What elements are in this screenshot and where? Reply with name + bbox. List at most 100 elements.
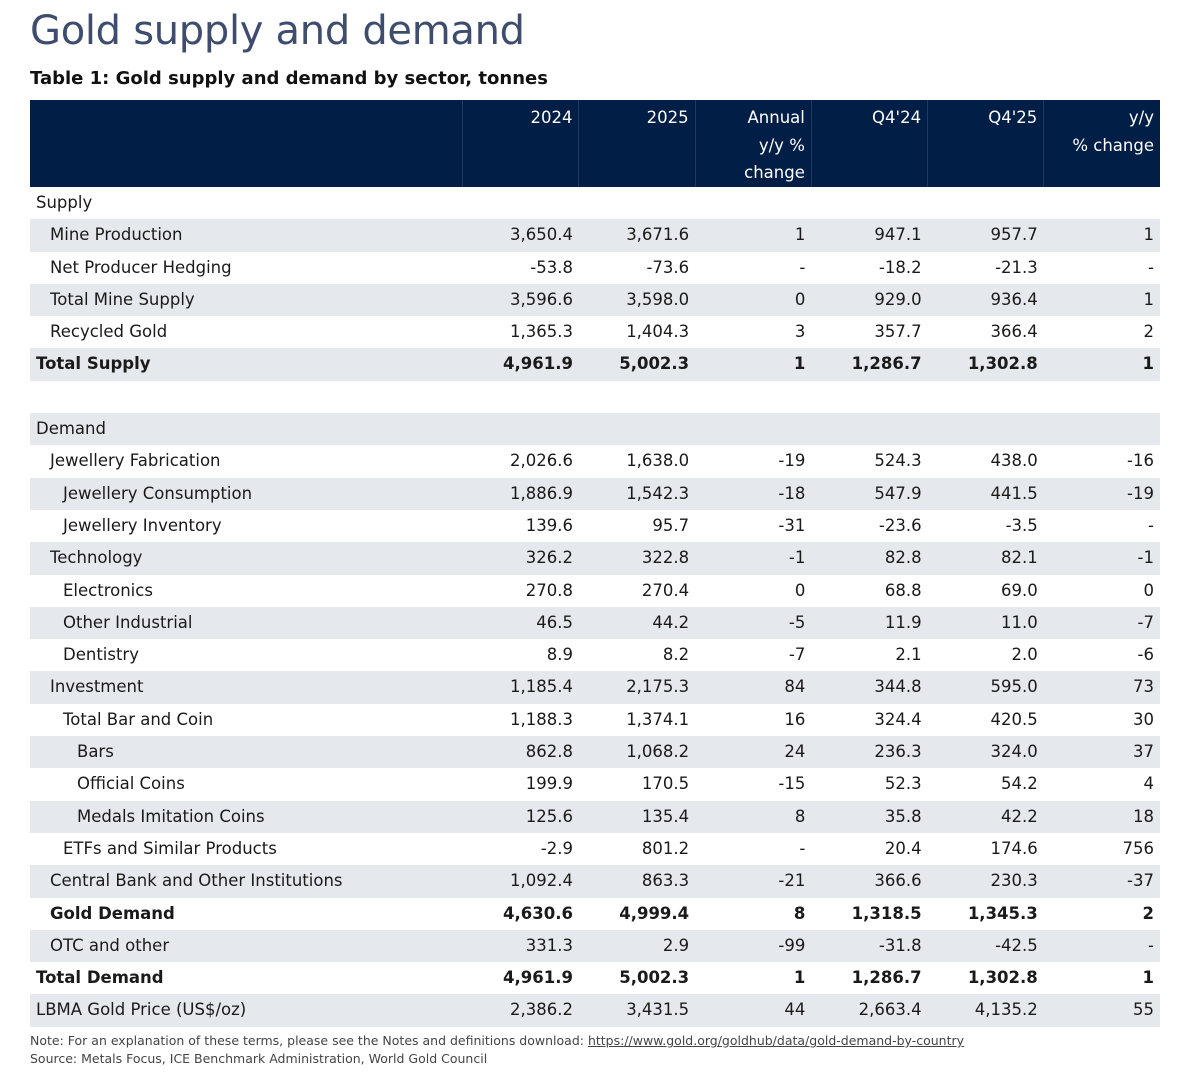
notes-definitions-link[interactable]: https://www.gold.org/goldhub/data/gold-d… — [587, 1033, 965, 1048]
cell-value — [811, 187, 927, 219]
note-line: Note: For an explanation of these terms,… — [30, 1032, 964, 1050]
row-label: Bars — [30, 736, 463, 769]
cell-value: -18 — [695, 477, 812, 510]
cell-value: 0 — [1143, 580, 1155, 600]
note-text: Note: For an explanation of these terms,… — [30, 1033, 588, 1048]
cell-value — [928, 381, 1044, 413]
cell-value: 3,431.5 — [578, 994, 696, 1027]
cell-value: 357.7 — [874, 322, 922, 342]
cell-value: 2,175.3 — [578, 671, 696, 704]
table-row: Gold Demand 4,630.6 4,999.4 8 1,318.5 1,345.3… — [30, 898, 1160, 930]
cell-value: - — [1148, 515, 1154, 535]
cell-value: 11.0 — [927, 606, 1044, 640]
header-cell-label — [30, 100, 463, 187]
cell-value: 2.1 — [895, 645, 922, 665]
cell-value — [1043, 413, 1160, 446]
cell-value: -37 — [1043, 865, 1160, 898]
cell-value: 236.3 — [811, 736, 928, 769]
cell-value: -2.9 — [540, 838, 573, 858]
header-line: y/y % — [758, 135, 805, 155]
header-cell: Q4'25 — [927, 100, 1044, 187]
cell-value: -15 — [778, 774, 806, 794]
cell-value: 35.8 — [811, 800, 928, 833]
table-row: Jewellery Inventory 139.6 95.7 -31 -23.6 -3.5… — [30, 510, 1160, 542]
cell-value: 524.3 — [874, 451, 922, 471]
cell-value: 4 — [1143, 774, 1155, 794]
cell-value: 170.5 — [641, 774, 690, 794]
header-line — [934, 159, 1037, 187]
row-label: Medals Imitation Coins — [30, 800, 463, 833]
row-label: Investment — [30, 671, 463, 704]
cell-value — [811, 413, 928, 446]
cell-value — [695, 413, 812, 446]
cell-value: - — [799, 838, 806, 858]
cell-value: 44 — [695, 994, 812, 1027]
header-line: y/y — [1128, 108, 1154, 127]
cell-value: 16 — [784, 709, 806, 729]
cell-value: -6 — [1137, 645, 1154, 665]
cell-value — [462, 413, 579, 446]
cell-value: 801.2 — [641, 838, 690, 858]
cell-value: -3.5 — [1005, 515, 1038, 535]
cell-value: 1 — [695, 219, 812, 252]
cell-value: 18 — [1043, 800, 1160, 833]
footnotes: Note: For an explanation of these terms,… — [30, 1032, 964, 1068]
cell-value: -73.6 — [646, 257, 690, 277]
cell-value: 322.8 — [578, 542, 696, 575]
cell-value: 2,663.4 — [811, 994, 928, 1027]
cell-value: 4,630.6 — [503, 903, 573, 923]
cell-value: -16 — [1127, 451, 1154, 471]
cell-value — [695, 381, 811, 413]
header-cell: y/y % change — [1043, 100, 1160, 187]
cell-value: 1,286.7 — [851, 968, 922, 988]
header-line — [585, 159, 688, 187]
row-label: Mine Production — [30, 219, 463, 252]
cell-value: 5,002.3 — [578, 348, 696, 381]
cell-value: 42.2 — [927, 800, 1044, 833]
row-label: Supply — [36, 193, 93, 212]
cell-value: 8.9 — [546, 645, 573, 665]
header-line — [1050, 159, 1154, 187]
row-label: Central Bank and Other Institutions — [30, 865, 463, 898]
cell-value: 863.3 — [578, 865, 696, 898]
header-line — [36, 159, 456, 187]
cell-value: 862.8 — [462, 736, 579, 769]
source-line: Source: Metals Focus, ICE Benchmark Admi… — [30, 1051, 488, 1066]
table-row: Jewellery Consumption 1,886.9 1,542.3 -18 54… — [30, 477, 1160, 510]
cell-value: 5,002.3 — [619, 968, 690, 988]
row-label: Net Producer Hedging — [50, 257, 232, 277]
cell-value: 52.3 — [884, 774, 922, 794]
cell-value: 324.4 — [874, 709, 922, 729]
cell-value: -21 — [695, 865, 812, 898]
row-label: Total Supply — [30, 348, 463, 381]
header-cell: Annual y/y % change — [694, 100, 812, 187]
cell-value: 756 — [1122, 838, 1155, 858]
row-label: Gold Demand — [50, 903, 175, 923]
header-line — [469, 159, 572, 187]
cell-value: 174.6 — [990, 838, 1038, 858]
row-label: Total Bar and Coin — [63, 709, 214, 729]
cell-value: -21.3 — [995, 257, 1038, 277]
cell-value: 1,374.1 — [626, 709, 690, 729]
table-row: Central Bank and Other Institutions 1,092… — [30, 865, 1160, 898]
cell-value: 1,318.5 — [851, 903, 922, 923]
table-row: Demand — [30, 413, 1160, 446]
table-row: Dentistry 8.9 8.2 -7 2.1 2.0 -6 — [30, 639, 1160, 671]
cell-value: 1,886.9 — [462, 477, 579, 510]
cell-value: 46.5 — [462, 606, 579, 640]
cell-value: 1,068.2 — [578, 736, 696, 769]
cell-value: 957.7 — [927, 219, 1044, 252]
header-line: 2024 — [530, 108, 573, 127]
cell-value: 1 — [793, 968, 806, 988]
cell-value — [928, 187, 1044, 219]
header-cell: Q4'24 — [810, 100, 928, 187]
row-label: Total Mine Supply — [30, 283, 463, 317]
cell-value: 139.6 — [525, 515, 573, 535]
cell-value: 84 — [695, 671, 812, 704]
cell-value: -53.8 — [530, 257, 573, 277]
cell-value: 331.3 — [462, 929, 579, 963]
header-line — [585, 132, 688, 160]
row-label: LBMA Gold Price (US$/oz) — [30, 994, 463, 1027]
cell-value: 8 — [793, 903, 806, 923]
cell-value: 55 — [1043, 994, 1160, 1027]
